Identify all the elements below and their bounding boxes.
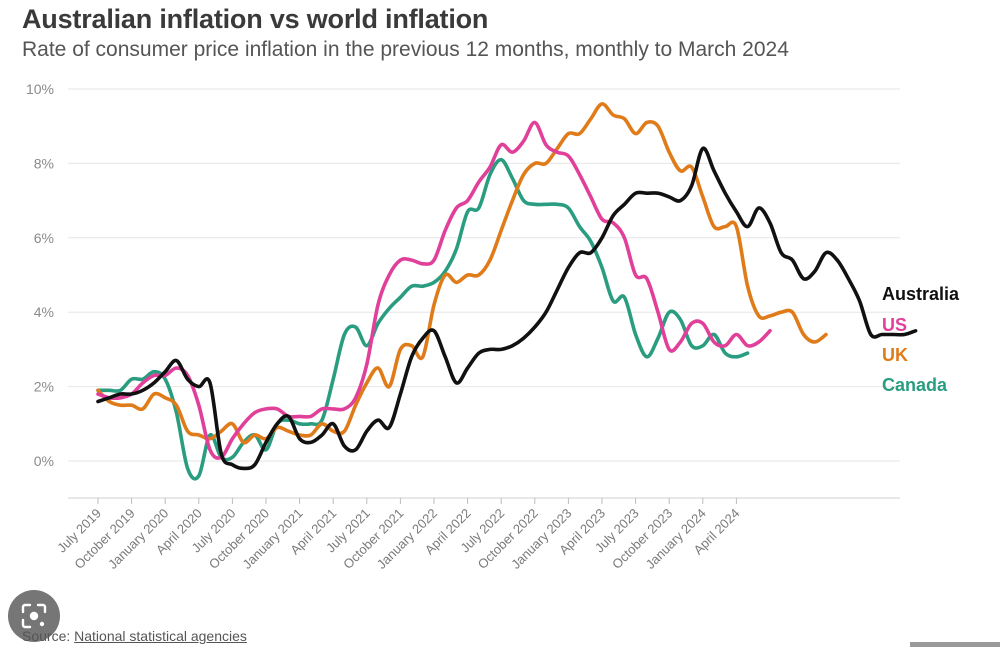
series-line-canada (96, 157, 750, 481)
source-prefix: Source: (22, 628, 71, 644)
series-line-us (96, 120, 772, 460)
chart-subtitle: Rate of consumer price inflation in the … (22, 38, 789, 61)
y-tick-label: 6% (34, 230, 54, 246)
lens-search-button[interactable] (8, 590, 60, 642)
y-tick-label: 2% (34, 379, 54, 395)
lens-icon (21, 603, 47, 629)
y-tick-label: 8% (34, 155, 54, 171)
y-tick-label: 4% (34, 304, 54, 320)
series-label-canada: Canada (882, 375, 948, 395)
series-label-uk: UK (882, 345, 908, 365)
chart-title: Australian inflation vs world inflation (22, 4, 489, 34)
y-tick-label: 10% (26, 81, 54, 97)
source-link[interactable]: National statistical agencies (74, 628, 247, 644)
source-note: Source: National statistical agencies (22, 628, 247, 644)
series-label-us: US (882, 315, 907, 335)
series-line-australia (96, 146, 918, 471)
series-label-australia: Australia (882, 284, 960, 304)
series-line-uk (96, 102, 828, 445)
scrollbar-fragment (910, 642, 1000, 647)
y-tick-label: 0% (34, 453, 54, 469)
